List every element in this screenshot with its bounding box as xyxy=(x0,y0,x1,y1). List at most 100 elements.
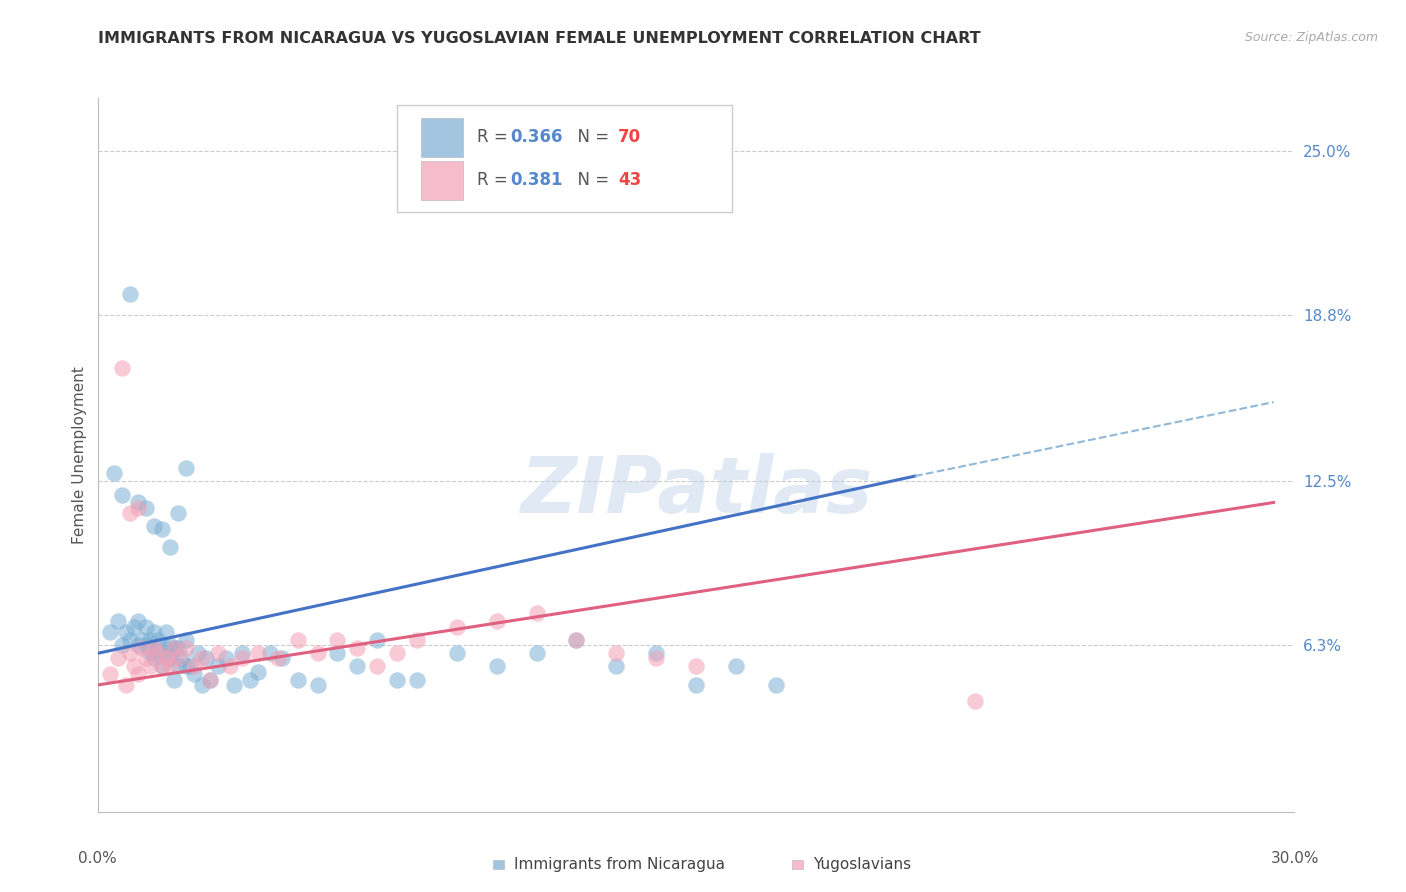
Point xyxy=(174,632,197,647)
Point xyxy=(645,651,668,665)
Text: 43: 43 xyxy=(619,171,641,189)
Point xyxy=(174,640,197,655)
Point xyxy=(135,500,157,515)
Point xyxy=(765,678,787,692)
Point xyxy=(135,638,157,652)
Point xyxy=(195,651,218,665)
Point xyxy=(207,659,229,673)
Point xyxy=(191,678,214,692)
Point xyxy=(135,651,157,665)
Point xyxy=(143,640,166,655)
Point xyxy=(139,632,162,647)
Point xyxy=(246,665,269,679)
Point xyxy=(307,678,329,692)
Point xyxy=(167,651,190,665)
Text: 0.0%: 0.0% xyxy=(77,851,117,866)
Point xyxy=(219,659,242,673)
Text: Immigrants from Nicaragua: Immigrants from Nicaragua xyxy=(513,857,725,872)
Point xyxy=(685,678,707,692)
Point xyxy=(155,651,177,665)
FancyBboxPatch shape xyxy=(422,161,463,200)
Text: N =: N = xyxy=(567,128,614,146)
Point xyxy=(207,646,229,660)
Point xyxy=(215,651,238,665)
Point xyxy=(120,506,142,520)
Point xyxy=(127,615,149,629)
Point xyxy=(605,659,627,673)
Point xyxy=(155,625,177,640)
Point xyxy=(148,632,170,647)
Point xyxy=(143,651,166,665)
Point xyxy=(198,673,221,687)
Point xyxy=(191,651,214,665)
Text: 30.0%: 30.0% xyxy=(1271,851,1319,866)
Point xyxy=(127,638,149,652)
Point xyxy=(111,638,134,652)
Point xyxy=(103,467,125,481)
Point xyxy=(366,632,388,647)
Point xyxy=(645,646,668,660)
Point xyxy=(446,646,468,660)
Text: R =: R = xyxy=(477,128,513,146)
Point xyxy=(167,506,190,520)
Point xyxy=(183,659,205,673)
FancyBboxPatch shape xyxy=(494,860,505,869)
Point xyxy=(100,625,122,640)
Point xyxy=(135,620,157,634)
Text: Source: ZipAtlas.com: Source: ZipAtlas.com xyxy=(1244,31,1378,45)
Point xyxy=(100,667,122,681)
Point xyxy=(115,625,138,640)
Point xyxy=(155,646,177,660)
Text: 0.366: 0.366 xyxy=(510,128,564,146)
Text: ZIPatlas: ZIPatlas xyxy=(520,452,872,529)
Point xyxy=(267,651,290,665)
Point xyxy=(346,640,368,655)
Point xyxy=(167,640,190,655)
Point xyxy=(107,651,129,665)
Point xyxy=(124,620,146,634)
Point xyxy=(143,625,166,640)
Point xyxy=(174,659,197,673)
Point xyxy=(565,632,588,647)
Point xyxy=(963,694,986,708)
Point xyxy=(183,667,205,681)
Point xyxy=(526,607,548,621)
Point xyxy=(246,646,269,660)
Y-axis label: Female Unemployment: Female Unemployment xyxy=(72,366,87,544)
Point xyxy=(163,640,186,655)
Point xyxy=(150,638,173,652)
Text: R =: R = xyxy=(477,171,513,189)
Point xyxy=(385,673,409,687)
Point xyxy=(326,646,349,660)
Point xyxy=(231,646,253,660)
Point xyxy=(115,678,138,692)
Point xyxy=(159,659,181,673)
Point xyxy=(406,632,429,647)
Text: N =: N = xyxy=(567,171,614,189)
Text: 70: 70 xyxy=(619,128,641,146)
Point xyxy=(231,651,253,665)
Point xyxy=(366,659,388,673)
Point xyxy=(685,659,707,673)
Point xyxy=(385,646,409,660)
Text: Yugoslavians: Yugoslavians xyxy=(813,857,911,872)
Point xyxy=(150,659,173,673)
Point xyxy=(120,286,142,301)
Point xyxy=(485,615,508,629)
Point xyxy=(159,638,181,652)
Point xyxy=(239,673,262,687)
Point xyxy=(406,673,429,687)
Point xyxy=(127,500,149,515)
Point xyxy=(139,659,162,673)
Point xyxy=(159,651,181,665)
Point xyxy=(565,632,588,647)
Point xyxy=(724,659,747,673)
Point xyxy=(139,646,162,660)
FancyBboxPatch shape xyxy=(398,105,733,212)
Point xyxy=(167,659,190,673)
Point xyxy=(326,632,349,647)
Point xyxy=(159,541,181,555)
Point xyxy=(131,632,153,647)
Point xyxy=(163,640,186,655)
Point xyxy=(287,673,309,687)
